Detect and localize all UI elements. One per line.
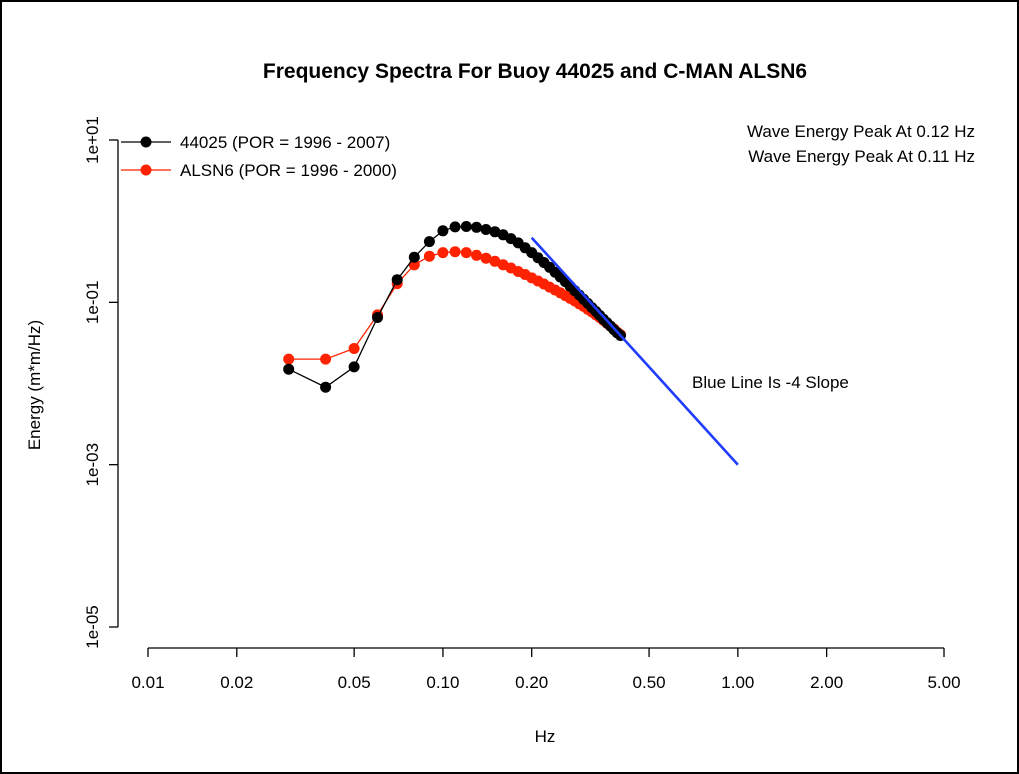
series-0-point-10 <box>471 221 482 233</box>
y-tick-label-1: 1e-03 <box>83 443 102 486</box>
legend: 44025 (POR = 1996 - 2007) ALSN6 (POR = 1… <box>121 133 397 180</box>
x-tick-label-2: 0.05 <box>338 673 371 692</box>
series-0-point-2 <box>348 361 360 373</box>
x-tick-label-5: 0.50 <box>633 673 666 692</box>
legend-label-alsn6: ALSN6 (POR = 1996 - 2000) <box>180 161 397 180</box>
slope-reference-line <box>530 236 739 466</box>
series-0-point-3 <box>372 312 383 323</box>
series-1-point-11 <box>480 252 492 264</box>
series-0-point-6 <box>423 236 435 248</box>
x-tick-label-4: 0.20 <box>515 673 548 692</box>
series-1-point-10 <box>471 249 482 261</box>
series-1-point-0 <box>283 353 295 365</box>
series-1-point-12 <box>489 255 501 267</box>
plot-area <box>283 221 739 466</box>
series-0-point-11 <box>480 224 492 235</box>
annotation-peak-alsn6: Wave Energy Peak At 0.11 Hz <box>748 147 975 166</box>
x-tick-label-0: 0.01 <box>131 673 164 692</box>
series-0-point-5 <box>408 251 420 263</box>
annotation-slope: Blue Line Is -4 Slope <box>692 373 849 392</box>
y-tick-label-0: 1e-05 <box>83 605 102 648</box>
chart-title: Frequency Spectra For Buoy 44025 and C-M… <box>263 60 807 83</box>
series-0-point-0 <box>283 363 295 375</box>
legend-marker-44025 <box>140 136 152 148</box>
y-axis-label: Energy (m*m/Hz) <box>25 320 44 450</box>
series-0-point-4 <box>391 274 403 286</box>
y-axis: 1e-05 1e-03 1e-01 1e+01 <box>83 116 119 649</box>
series-1-point-5 <box>408 259 420 271</box>
series-1-point-8 <box>449 246 461 258</box>
series-0-point-9 <box>460 221 472 232</box>
y-tick-label-3: 1e+01 <box>83 116 102 164</box>
y-tick-label-2: 1e-01 <box>83 281 102 324</box>
x-tick-label-1: 0.02 <box>220 673 253 692</box>
annotation-peak-44025: Wave Energy Peak At 0.12 Hz <box>747 122 975 141</box>
series-1-point-9 <box>460 247 472 259</box>
legend-label-44025: 44025 (POR = 1996 - 2007) <box>180 133 390 152</box>
legend-marker-alsn6 <box>140 164 152 176</box>
series-1-point-1 <box>320 353 332 365</box>
x-tick-label-6: 1.00 <box>721 673 754 692</box>
x-tick-label-3: 0.10 <box>426 673 459 692</box>
series-1-point-6 <box>423 250 435 262</box>
series-1-point-2 <box>348 343 360 354</box>
series-0-point-1 <box>320 381 332 393</box>
x-tick-label-8: 5.00 <box>927 673 960 692</box>
x-axis: 0.01 0.02 0.05 0.10 0.20 0.50 1.00 2.00 5.00 <box>131 647 961 692</box>
series-0-point-8 <box>449 221 461 233</box>
series-0-point-7 <box>437 225 449 237</box>
x-tick-label-7: 2.00 <box>810 673 843 692</box>
x-axis-label: Hz <box>535 727 556 746</box>
series-1-point-7 <box>437 247 449 259</box>
